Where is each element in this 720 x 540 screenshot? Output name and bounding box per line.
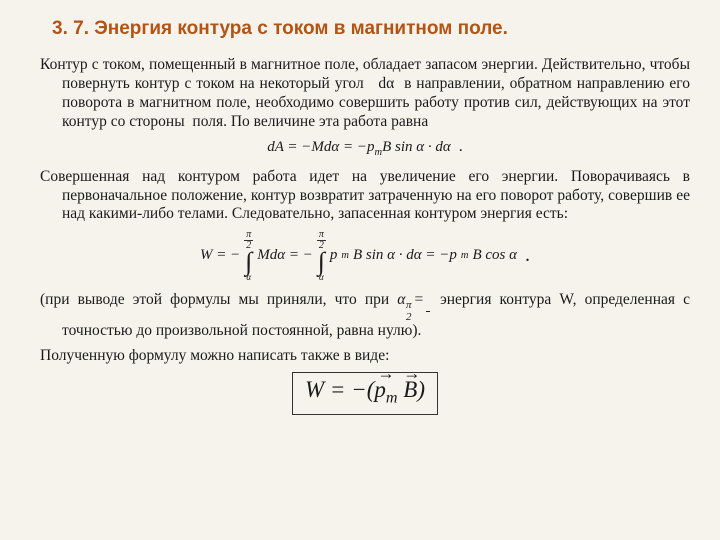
paragraph-1: Контур с током, помещенный в магнитное п… <box>40 56 690 132</box>
section-heading: 3. 7. Энергия контура с током в магнитно… <box>40 18 690 40</box>
formula-boxed: W = −(pm B) <box>40 372 690 415</box>
int-mid2-sub: m <box>341 250 349 261</box>
boxed-lhs: W = −( <box>305 377 374 402</box>
paragraph-2: Совершенная над контуром работа идет на … <box>40 168 690 225</box>
integral-symbol-1: π2 ∫ α <box>244 230 253 281</box>
formula-dA-sub: m <box>374 147 382 158</box>
para3-a: (при выводе этой формулы мы приняли, что… <box>40 291 397 308</box>
formula-dA-tail: B sin α · dα <box>382 139 451 155</box>
formula-integral: W = − π2 ∫ α Mdα = − π2 ∫ α pmB sin α · … <box>40 230 690 281</box>
paragraph-4: Полученную формулу можно написать также … <box>40 347 690 366</box>
vector-B: B <box>403 377 417 403</box>
int-mid1: Mdα = − <box>257 247 313 264</box>
vector-pm: pm <box>374 377 397 408</box>
integral-symbol-2: π2 ∫ α <box>317 230 326 281</box>
int-mid2a: p <box>330 247 338 264</box>
int-mid2b: B sin α · dα = −p <box>353 247 457 264</box>
int-rhs: B cos α <box>472 247 517 264</box>
formula-dA-lhs: dA = −Mdα = −p <box>267 139 374 155</box>
int-rhs-sub: m <box>461 250 469 261</box>
paragraph-3: (при выводе этой формулы мы приняли, что… <box>40 291 690 341</box>
int-lhs: W = − <box>200 247 240 264</box>
slide-page: 3. 7. Энергия контура с током в магнитно… <box>0 0 720 435</box>
pi-over-2-icon: π2 <box>426 300 430 322</box>
formula-dA: dA = −Mdα = −pmB sin α · dα . <box>40 138 690 158</box>
